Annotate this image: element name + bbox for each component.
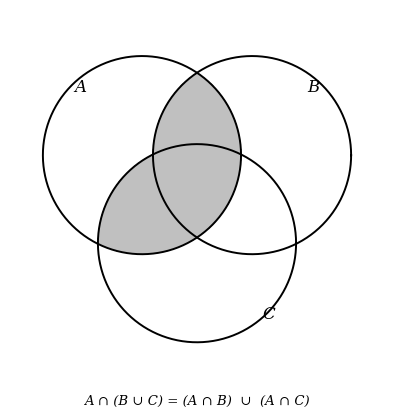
Text: C: C	[262, 306, 275, 323]
Text: B: B	[307, 79, 320, 96]
Text: A: A	[74, 79, 87, 96]
Text: A ∩ (B ∪ C) = (A ∩ B)  ∪  (A ∩ C): A ∩ (B ∪ C) = (A ∩ B) ∪ (A ∩ C)	[84, 394, 310, 407]
